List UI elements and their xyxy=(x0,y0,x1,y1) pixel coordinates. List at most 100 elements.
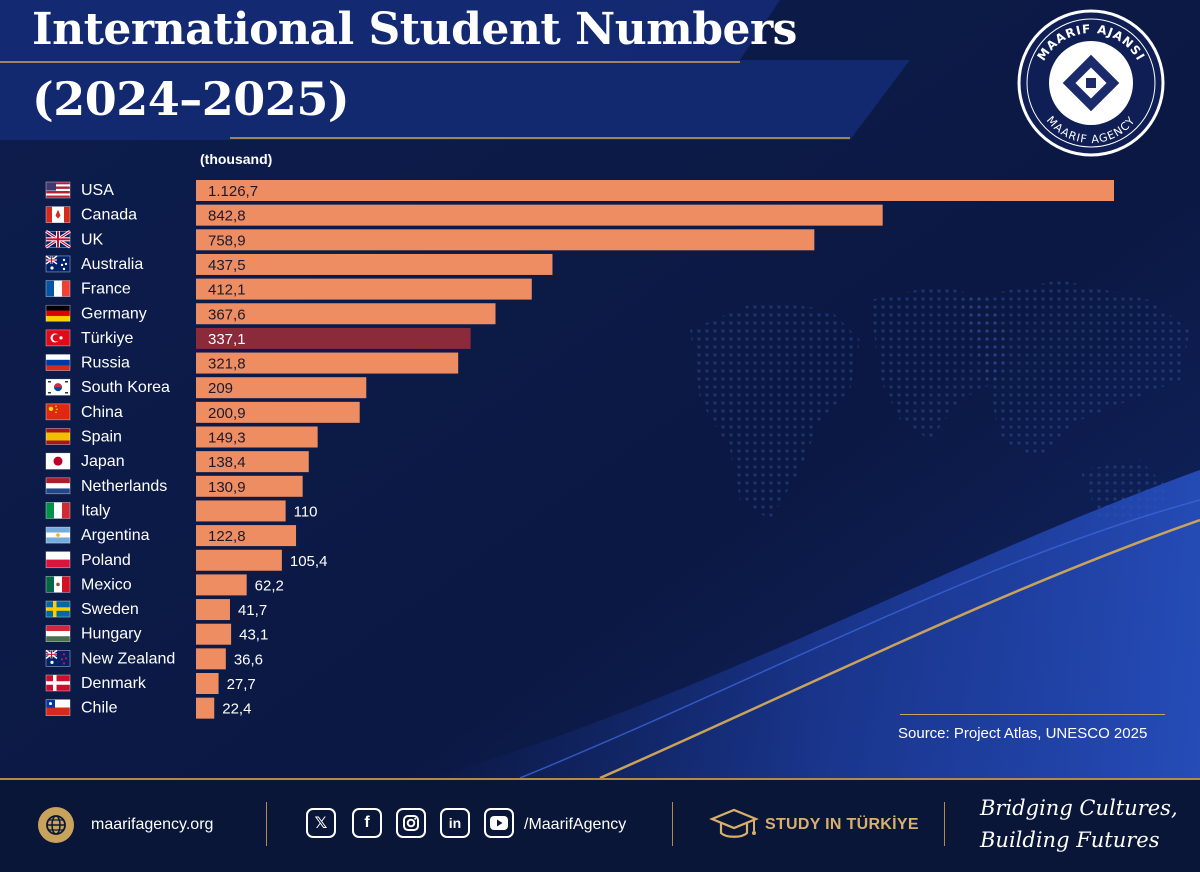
slogan-line-2: Building Futures xyxy=(980,828,1160,852)
bar xyxy=(196,327,471,349)
flag-spain-icon xyxy=(45,428,71,445)
value-label: 200,9 xyxy=(208,405,246,422)
bar xyxy=(196,673,219,694)
flag-australia-icon xyxy=(45,255,71,273)
source-text: Source: Project Atlas, UNESCO 2025 xyxy=(898,725,1148,742)
value-label: 130,9 xyxy=(208,479,246,496)
category-label: South Korea xyxy=(81,379,170,396)
category-label: Chile xyxy=(81,700,118,717)
category-label: Denmark xyxy=(81,675,147,692)
footer-divider xyxy=(266,802,267,846)
instagram-icon[interactable] xyxy=(396,808,426,838)
bar xyxy=(196,574,247,596)
value-label: 43,1 xyxy=(239,627,268,644)
flag-uk-icon xyxy=(45,230,71,249)
bar xyxy=(196,500,286,522)
footer-divider xyxy=(672,802,673,846)
linkedin-icon[interactable]: in xyxy=(440,808,470,838)
flag-russia-icon xyxy=(45,354,71,371)
bar xyxy=(196,648,226,670)
value-label: 62,2 xyxy=(255,577,284,594)
x-icon[interactable]: 𝕏 xyxy=(306,808,336,838)
value-label: 41,7 xyxy=(238,602,267,619)
bar-chart: USA 1.126,7 Canada 842,8 UK 758,9 Australia 437… xyxy=(45,180,1114,719)
graduation-cap-icon xyxy=(709,808,759,838)
footer-divider xyxy=(944,802,945,846)
bar xyxy=(196,623,232,645)
flag-hungary-icon xyxy=(45,625,71,643)
flag-france-icon xyxy=(45,280,71,297)
slogan-line-1: Bridging Cultures, xyxy=(980,796,1178,820)
category-label: Türkiye xyxy=(81,330,134,347)
flag-italy-icon xyxy=(45,502,71,519)
flag-germany-icon xyxy=(45,304,71,322)
value-label: 412,1 xyxy=(208,282,246,299)
flag-turkiye-icon xyxy=(45,329,71,347)
category-label: Canada xyxy=(81,207,137,224)
category-label: Mexico xyxy=(81,576,132,593)
social-handle[interactable]: /MaarifAgency xyxy=(524,816,627,833)
unit-label: (thousand) xyxy=(200,151,273,167)
category-label: Italy xyxy=(81,502,110,519)
category-label: Spain xyxy=(81,429,122,446)
category-label: Japan xyxy=(81,453,125,470)
bar xyxy=(196,451,309,473)
flag-japan-icon xyxy=(45,452,71,470)
page-title: International Student Numbers xyxy=(32,4,797,55)
bar xyxy=(196,303,496,325)
maarif-logo: MAARIF AJANSI MAARIF AGENCY xyxy=(1017,9,1165,157)
value-label: 437,5 xyxy=(208,257,246,274)
category-label: Australia xyxy=(81,256,143,273)
flag-netherlands-icon xyxy=(45,477,71,495)
study-in-turkiye-label: STUDY IN TÜRKİYE xyxy=(765,816,919,833)
value-label: 149,3 xyxy=(208,430,246,447)
category-label: Argentina xyxy=(81,527,150,544)
flag-sweden-icon xyxy=(45,600,71,618)
value-label: 337,1 xyxy=(208,331,246,348)
value-label: 842,8 xyxy=(208,208,246,225)
bar xyxy=(196,377,367,399)
value-label: 138,4 xyxy=(208,454,246,471)
category-label: Hungary xyxy=(81,626,141,643)
flag-new-zealand-icon xyxy=(45,649,71,667)
flag-denmark-icon xyxy=(45,674,71,692)
globe-icon xyxy=(38,807,74,843)
youtube-icon[interactable] xyxy=(484,808,514,838)
bar xyxy=(196,475,303,497)
value-label: 367,6 xyxy=(208,306,246,323)
bar xyxy=(196,253,553,275)
bar xyxy=(196,525,297,547)
flag-poland-icon xyxy=(45,551,71,569)
bar xyxy=(196,204,883,226)
value-label: 209 xyxy=(208,380,233,397)
flag-argentina-icon xyxy=(45,526,71,544)
category-label: UK xyxy=(81,231,104,248)
category-label: France xyxy=(81,281,131,298)
flag-china-icon xyxy=(45,403,71,421)
bar xyxy=(196,549,282,571)
category-label: Netherlands xyxy=(81,478,167,495)
bar xyxy=(196,401,360,423)
value-label: 1.126,7 xyxy=(208,183,258,200)
category-label: Russia xyxy=(81,355,130,372)
flag-canada-icon xyxy=(45,206,71,223)
bar xyxy=(196,180,1114,201)
bar xyxy=(196,278,532,300)
value-label: 27,7 xyxy=(227,676,256,693)
flag-mexico-icon xyxy=(45,576,71,593)
website-link[interactable]: maarifagency.org xyxy=(91,816,214,833)
category-label: Poland xyxy=(81,552,131,569)
category-label: USA xyxy=(81,182,114,199)
world-map-decoration xyxy=(690,280,1190,520)
source-divider xyxy=(900,714,1165,715)
value-label: 110 xyxy=(294,503,318,520)
bar xyxy=(196,229,815,251)
value-label: 758,9 xyxy=(208,232,246,249)
flag-usa-icon xyxy=(45,181,71,199)
facebook-icon[interactable]: f xyxy=(352,808,382,838)
bar xyxy=(196,352,459,374)
value-label: 105,4 xyxy=(290,553,328,570)
value-label: 122,8 xyxy=(208,528,246,545)
value-label: 36,6 xyxy=(234,651,263,668)
